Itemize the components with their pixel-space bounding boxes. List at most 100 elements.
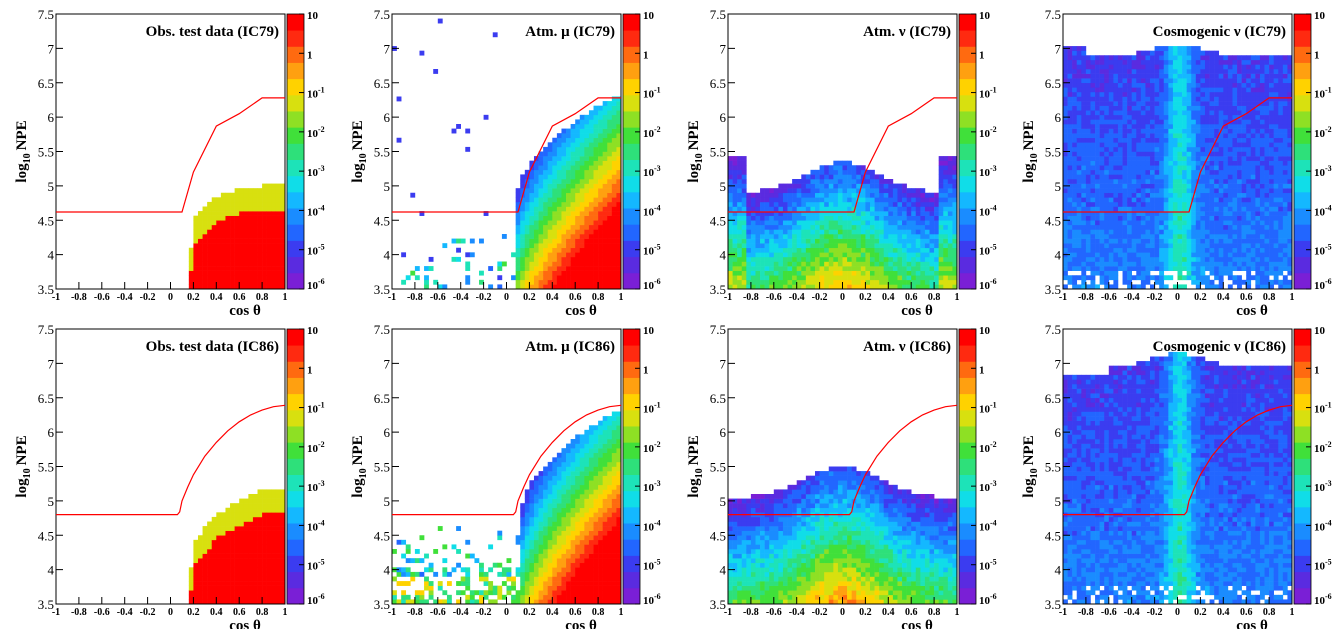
heatmap-cell (1227, 114, 1233, 120)
heatmap-cell (934, 252, 939, 258)
heatmap-cell (611, 215, 617, 221)
heatmap-cell (547, 284, 553, 290)
heatmap-cell (1131, 151, 1137, 157)
heatmap-cell (243, 279, 249, 285)
heatmap-cell (1177, 160, 1183, 166)
heatmap-cell (257, 234, 263, 239)
heatmap-cell (1163, 50, 1169, 56)
heatmap-cell (1182, 201, 1187, 207)
heatmap-cell (1090, 128, 1096, 134)
heatmap-cell (275, 220, 281, 226)
heatmap-cell (906, 261, 912, 267)
heatmap-cell (851, 247, 857, 253)
x-tick-label: -1 (388, 292, 396, 303)
heatmap-cell (1099, 142, 1105, 148)
heatmap-cell (842, 160, 848, 166)
heatmap-cell (248, 201, 254, 207)
heatmap-cell (787, 284, 793, 290)
heatmap-cell (897, 197, 903, 203)
heatmap-cell (842, 234, 848, 239)
heatmap-cell (1200, 160, 1206, 166)
heatmap-cell (1237, 220, 1242, 226)
heatmap-cell (1214, 156, 1220, 161)
heatmap-cell (888, 188, 894, 194)
heatmap-cell (1113, 206, 1119, 212)
heatmap-cell (216, 243, 222, 249)
heatmap-cell (1186, 266, 1192, 271)
heatmap-cell (529, 192, 535, 198)
heatmap-cell (1237, 78, 1242, 84)
heatmap-cell (1113, 110, 1119, 116)
heatmap-cell (732, 284, 738, 290)
heatmap-cell (1163, 224, 1169, 230)
heatmap-cell (792, 197, 797, 203)
heatmap-cell (607, 156, 613, 161)
heatmap-cell (1159, 220, 1165, 226)
heatmap-cell (1200, 270, 1206, 276)
heatmap-cell (616, 215, 622, 221)
heatmap-cell (1140, 215, 1146, 221)
heatmap-cell (1136, 55, 1142, 61)
heatmap-cell (593, 275, 599, 281)
heatmap-cell (1113, 243, 1119, 249)
heatmap-cell (602, 279, 608, 285)
heatmap-cell (869, 192, 875, 198)
heatmap-cell (1255, 124, 1261, 129)
heatmap-cell (856, 247, 862, 253)
heatmap-cell (929, 224, 935, 230)
heatmap-cell (1122, 234, 1128, 239)
heatmap-cell (1200, 114, 1206, 120)
heatmap-cell (566, 275, 571, 281)
heatmap-cell (1150, 73, 1155, 79)
heatmap-cell (1085, 151, 1091, 157)
heatmap-cell (566, 220, 571, 226)
heatmap-cell (902, 234, 907, 239)
heatmap-cell (892, 256, 898, 262)
heatmap-cell (243, 224, 249, 230)
heatmap-cell (1145, 142, 1151, 148)
heatmap-cell (782, 220, 788, 226)
heatmap-cell (874, 247, 880, 253)
heatmap-cell (1140, 69, 1146, 74)
heatmap-cell (611, 146, 617, 152)
heatmap-cell (1108, 156, 1114, 161)
x-tick-label: -0.4 (453, 292, 469, 303)
heatmap-cell (1095, 229, 1100, 235)
heatmap-cell (529, 206, 535, 212)
heatmap-cell (547, 234, 553, 239)
heatmap-cell (801, 234, 807, 239)
heatmap-cell (943, 284, 949, 290)
heatmap-cell (1172, 266, 1178, 271)
heatmap-cell (1168, 197, 1174, 203)
heatmap-cell (1095, 73, 1100, 79)
heatmap-cell (556, 188, 562, 194)
x-tick-label: 0.2 (859, 292, 872, 303)
heatmap-cell (1095, 188, 1100, 194)
heatmap-cell (1067, 101, 1073, 106)
colorbar-tick-base: 10 (307, 246, 319, 258)
heatmap-cell (197, 224, 203, 230)
heatmap-cell (1246, 114, 1252, 120)
heatmap-cell (515, 229, 521, 235)
heatmap-cell (1136, 179, 1142, 184)
heatmap-cell (952, 160, 958, 166)
heatmap-cell (1136, 160, 1142, 166)
heatmap-cell (1195, 275, 1201, 281)
heatmap-cell (1182, 183, 1187, 189)
heatmap-cell (1140, 133, 1146, 139)
heatmap-cell (915, 188, 921, 194)
heatmap-cell (1063, 59, 1068, 65)
heatmap-cell (1163, 105, 1169, 111)
heatmap-cell (778, 188, 784, 194)
heatmap-cell (1095, 124, 1100, 129)
heatmap-cell (1117, 156, 1123, 161)
heatmap-cell (271, 192, 277, 198)
heatmap-cell (616, 197, 622, 203)
heatmap-cell (561, 215, 567, 221)
heatmap-cell (1237, 256, 1242, 262)
heatmap-cell (938, 256, 944, 262)
heatmap-cell (1076, 275, 1082, 281)
heatmap-cell (728, 256, 733, 262)
heatmap-cell (220, 211, 226, 216)
heatmap-cell (1145, 110, 1151, 116)
